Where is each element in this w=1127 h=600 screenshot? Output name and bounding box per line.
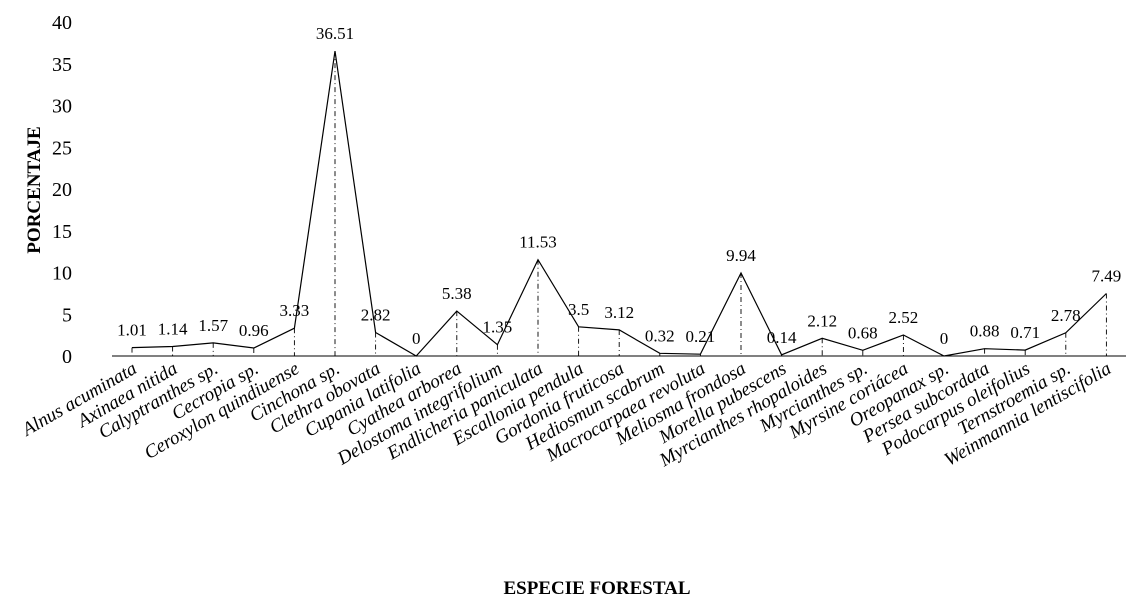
data-label: 2.52 <box>889 308 919 327</box>
y-axis-title: PORCENTAJE <box>24 126 45 253</box>
data-label: 2.12 <box>807 311 837 330</box>
data-label: 11.53 <box>519 233 557 252</box>
y-tick-label: 20 <box>52 179 72 201</box>
data-label: 1.01 <box>117 321 147 340</box>
y-tick-label: 35 <box>52 54 72 76</box>
y-tick-label: 10 <box>52 263 72 285</box>
data-label: 2.78 <box>1051 306 1081 325</box>
data-label: 0.96 <box>239 321 269 340</box>
y-tick-label: 5 <box>62 304 72 326</box>
data-label: 0.68 <box>848 323 878 342</box>
data-label: 0 <box>940 329 949 348</box>
data-label: 1.57 <box>198 316 228 335</box>
data-label: 2.82 <box>361 305 391 324</box>
y-tick-label: 40 <box>52 12 72 34</box>
data-label: 0.21 <box>686 327 716 346</box>
y-axis-ticks: 0 5 10 15 20 25 30 35 40 <box>52 12 72 368</box>
data-label: 36.51 <box>316 24 354 43</box>
data-label: 5.38 <box>442 284 472 303</box>
data-labels: 1.01 1.14 1.57 0.96 3.33 36.51 2.82 0 5.38 1.35 11… <box>117 24 1121 348</box>
data-label: 1.14 <box>158 319 188 338</box>
y-tick-label: 25 <box>52 137 72 159</box>
drop-lines <box>131 51 1107 356</box>
data-label: 0.32 <box>645 326 675 345</box>
data-label: 3.5 <box>568 300 589 319</box>
data-label: 0.88 <box>970 322 1000 341</box>
y-tick-label: 15 <box>52 221 72 243</box>
data-label: 9.94 <box>726 246 756 265</box>
data-label: 0 <box>412 329 421 348</box>
data-label: 0.71 <box>1010 323 1040 342</box>
data-label: 3.33 <box>280 301 310 320</box>
series-line <box>131 51 1107 357</box>
data-label: 7.49 <box>1092 266 1122 285</box>
y-tick-label: 30 <box>52 96 72 118</box>
data-label: 3.12 <box>604 303 634 322</box>
data-label: 1.35 <box>483 318 513 337</box>
x-axis-title: ESPECIE FORESTAL <box>503 578 690 599</box>
data-label: 0.14 <box>767 328 797 347</box>
y-tick-label: 0 <box>62 346 72 368</box>
